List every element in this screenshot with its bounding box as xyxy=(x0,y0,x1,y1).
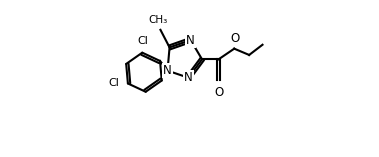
Text: Cl: Cl xyxy=(138,36,149,46)
Text: O: O xyxy=(230,32,240,45)
Text: N: N xyxy=(184,71,193,84)
Text: O: O xyxy=(214,86,223,99)
Text: N: N xyxy=(163,64,172,77)
Text: CH₃: CH₃ xyxy=(148,15,167,25)
Text: Cl: Cl xyxy=(108,78,119,89)
Text: N: N xyxy=(186,34,195,46)
